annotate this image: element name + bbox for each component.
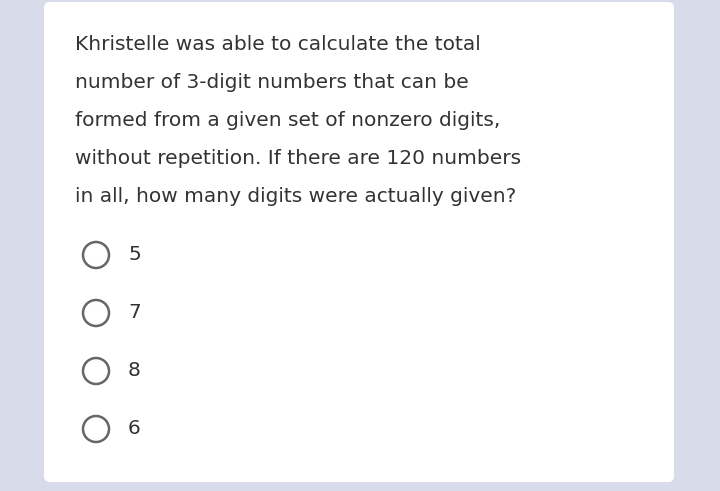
Text: formed from a given set of nonzero digits,: formed from a given set of nonzero digit… — [75, 111, 500, 130]
FancyBboxPatch shape — [44, 2, 674, 482]
Text: 8: 8 — [128, 361, 141, 381]
Text: number of 3-digit numbers that can be: number of 3-digit numbers that can be — [75, 73, 469, 92]
Text: 6: 6 — [128, 419, 140, 438]
Text: in all, how many digits were actually given?: in all, how many digits were actually gi… — [75, 187, 516, 206]
Text: 7: 7 — [128, 303, 140, 323]
Text: Khristelle was able to calculate the total: Khristelle was able to calculate the tot… — [75, 35, 481, 54]
Text: 5: 5 — [128, 246, 140, 265]
Text: without repetition. If there are 120 numbers: without repetition. If there are 120 num… — [75, 149, 521, 168]
